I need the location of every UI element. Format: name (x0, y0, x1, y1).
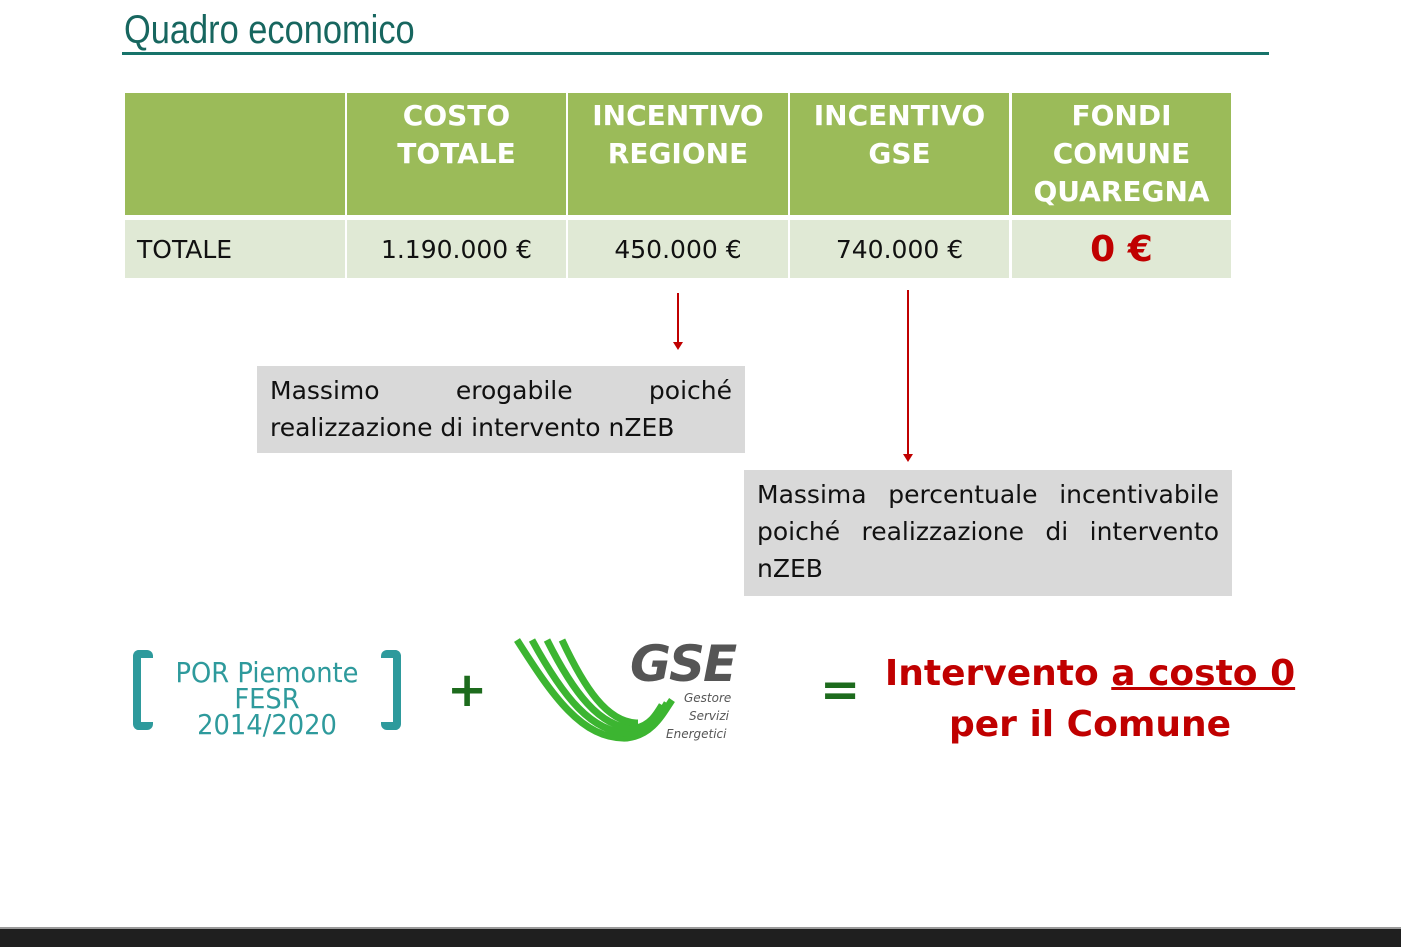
gse-name: GSE (630, 635, 737, 693)
note-gse: Massima percentuale incentivabile poiché… (744, 470, 1232, 596)
header-text: COSTO TOTALE (397, 99, 516, 170)
title-underline (122, 52, 1269, 55)
header-text: FONDI COMUNE QUAREGNA (1033, 99, 1210, 208)
por-piemonte-logo: POR Piemonte FESR 2014/2020 (133, 650, 401, 739)
arrow-down-icon (903, 290, 913, 462)
result-line2: per il Comune (948, 704, 1232, 745)
header-text: INCENTIVO REGIONE (592, 99, 764, 170)
header-costo-totale: COSTO TOTALE (347, 93, 566, 215)
header-cell-empty (125, 93, 345, 215)
gse-line3: Energetici (666, 727, 727, 741)
result-underlined: a costo 0 (1111, 653, 1296, 694)
equals-sign: = (820, 662, 861, 718)
arrow-down-icon (673, 293, 683, 350)
gse-logo: GSE Gestore Servizi Energetici (512, 635, 747, 745)
row-label: TOTALE (125, 220, 345, 278)
cell-fondi-comune: 0 € (1012, 220, 1231, 278)
por-line1: POR Piemonte (175, 656, 359, 689)
header-incentivo-gse: INCENTIVO GSE (790, 93, 1009, 215)
header-text: INCENTIVO GSE (813, 99, 986, 170)
slide-title: Quadro economico (124, 8, 415, 52)
cell-incentivo-regione: 450.000 € (568, 220, 788, 278)
por-line2: FESR 2014/2020 (197, 682, 337, 741)
cell-incentivo-gse: 740.000 € (790, 220, 1009, 278)
bottom-bar (0, 927, 1401, 947)
zero-value: 0 € (1090, 228, 1153, 270)
header-incentivo-regione: INCENTIVO REGIONE (568, 93, 788, 215)
por-logo-text: POR Piemonte FESR 2014/2020 (169, 656, 364, 741)
gse-swoosh-icon (514, 638, 675, 742)
gse-line2: Servizi (689, 709, 730, 723)
left-bracket-icon (133, 650, 153, 730)
plus-sign: + (447, 662, 488, 718)
result-statement: Intervento a costo 0 per il Comune (880, 648, 1300, 750)
gse-line1: Gestore (684, 691, 732, 705)
right-bracket-icon (381, 650, 401, 730)
note-regione: Massimo erogabile poiché realizzazione d… (257, 366, 745, 453)
cell-costo-totale: 1.190.000 € (347, 220, 566, 278)
header-fondi-comune: FONDI COMUNE QUAREGNA (1012, 93, 1231, 215)
result-text: Intervento (884, 653, 1112, 694)
